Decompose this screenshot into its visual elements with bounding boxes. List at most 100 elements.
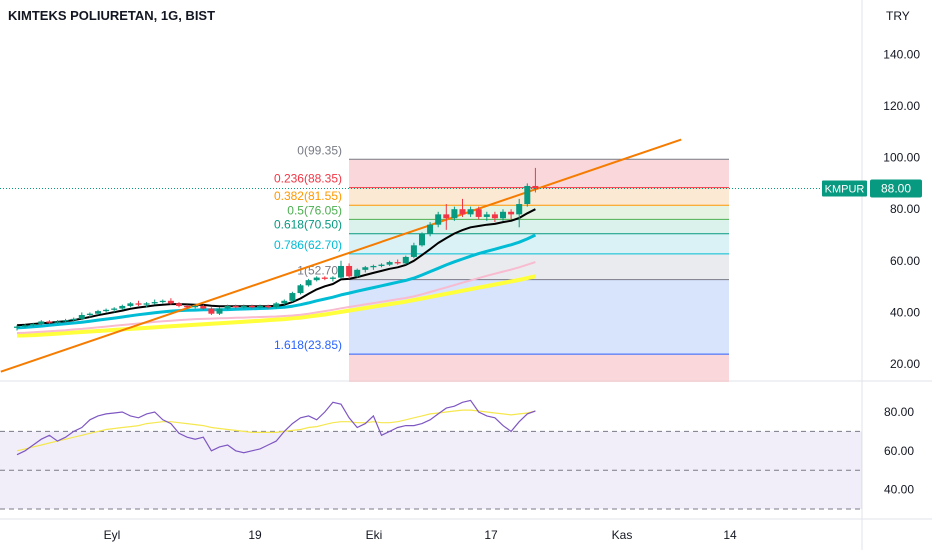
candle-body [362, 267, 369, 270]
candle-body [86, 313, 93, 315]
time-tick-label: Eki [366, 528, 383, 542]
candle-body [483, 214, 490, 217]
candle-body [281, 300, 288, 304]
candle-body [451, 209, 458, 219]
candle-body [46, 321, 53, 323]
fib-level-label: 0.786(62.70) [274, 238, 342, 252]
currency-label: TRY [886, 9, 910, 23]
fib-zone [349, 219, 729, 234]
candle-body [135, 303, 142, 305]
candle-body [167, 300, 174, 304]
candle-body [459, 209, 466, 215]
fib-level-label: 0.382(81.55) [274, 189, 342, 203]
rsi-tick-label: 60.00 [884, 444, 914, 458]
candle-body [297, 285, 304, 294]
fib-level-label: 1(52.70) [297, 264, 342, 278]
candle-body [248, 305, 255, 308]
price-tick-label: 80.00 [890, 202, 920, 216]
price-tick-label: 40.00 [890, 305, 920, 319]
ma-light-line [16, 261, 536, 334]
candle-body [305, 280, 312, 286]
fib-zone [349, 253, 729, 280]
price-tick-label: 60.00 [890, 254, 920, 268]
candle-body [70, 318, 77, 321]
candle-body [62, 320, 69, 322]
candle-body [224, 305, 231, 309]
time-tick-label: 17 [484, 528, 498, 542]
candle-body [394, 262, 401, 264]
candle-body [508, 211, 515, 215]
price-tick-label: 120.00 [883, 99, 920, 113]
fib-zone [349, 187, 729, 206]
time-tick-label: 19 [248, 528, 262, 542]
fib-level-label: 0.236(88.35) [274, 172, 342, 186]
candle-body [78, 314, 85, 319]
candle-body [127, 303, 134, 306]
fib-zone [349, 279, 729, 355]
price-tick-label: 100.00 [883, 151, 920, 165]
candle-body [151, 302, 158, 304]
candle-body [216, 308, 223, 314]
rsi-line [16, 399, 536, 456]
fib-level-label: 0(99.35) [297, 143, 342, 157]
rsi-ma-line [16, 409, 536, 452]
fib-zone [349, 159, 729, 188]
last-price-badge [870, 179, 922, 198]
candle-body [321, 277, 328, 279]
candle-body [402, 256, 409, 264]
chart-title: KIMTEKS POLIURETAN, 1G, BIST [8, 8, 216, 23]
candle-body [289, 293, 296, 301]
candle-body [313, 277, 320, 281]
time-tick-label: 14 [723, 528, 737, 542]
candle-body [419, 233, 425, 246]
rsi-band [0, 431, 862, 509]
candle-body [500, 211, 506, 219]
candle-body [338, 265, 344, 278]
candle-body [532, 185, 539, 189]
candle-body [119, 305, 126, 309]
fib-zone [349, 205, 729, 220]
candle-body [38, 321, 45, 325]
candle-body [273, 303, 280, 308]
candle-body [475, 209, 482, 217]
symbol-badge-label: KMPUR [825, 184, 865, 196]
candle-body [176, 303, 182, 306]
candle-body [467, 209, 474, 215]
last-price-badge-label: 88.00 [881, 182, 911, 196]
candle-body [232, 305, 239, 308]
ma-yellow-line [16, 274, 536, 338]
candle-body [427, 224, 434, 234]
candle-body [257, 305, 263, 308]
candle-body [103, 309, 110, 312]
candle-body [159, 300, 166, 303]
trend-line [0, 138, 682, 373]
candle-body [386, 262, 393, 265]
candle-body [22, 325, 29, 327]
candle-body [240, 305, 247, 308]
candle-body [200, 305, 207, 309]
candle-body [30, 324, 37, 326]
fib-zone [349, 233, 729, 254]
candle-body [516, 204, 523, 215]
candle-body [111, 308, 118, 310]
price-tick-label: 140.00 [883, 47, 920, 61]
price-tick-label: 20.00 [890, 357, 920, 371]
candle-body [370, 265, 377, 268]
candle-body [95, 311, 101, 314]
fib-zone-extension [349, 354, 729, 382]
time-tick-label: Eyl [104, 528, 121, 542]
candle-body [354, 269, 361, 277]
fib-level-label: 1.618(23.85) [274, 338, 342, 352]
fib-level-label: 0.618(70.50) [274, 218, 342, 232]
candle-body [378, 264, 385, 266]
candle-body [54, 321, 61, 323]
candle-body [192, 305, 199, 308]
candle-body [143, 303, 150, 305]
rsi-tick-label: 40.00 [884, 483, 914, 497]
candle-body [524, 185, 531, 205]
symbol-badge [822, 180, 867, 197]
candle-body [346, 265, 353, 277]
time-tick-label: Kas [612, 528, 633, 542]
candle-body [14, 326, 20, 328]
